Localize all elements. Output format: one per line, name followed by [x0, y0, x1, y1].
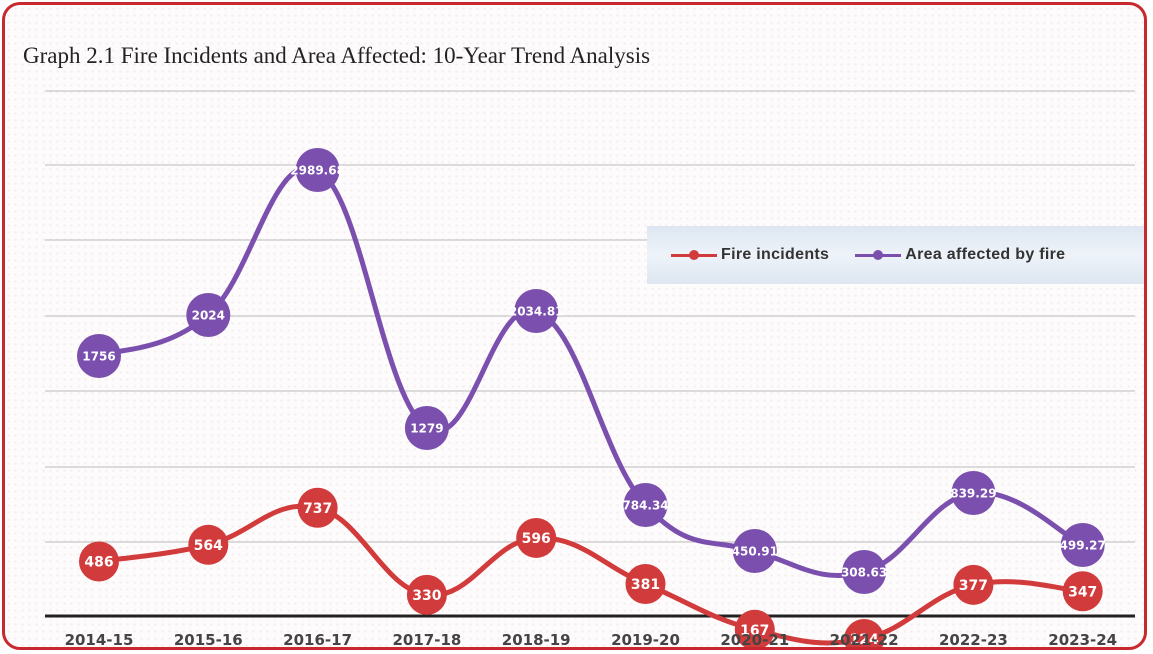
fire-data-point — [953, 564, 994, 605]
fire-data-point — [844, 618, 885, 647]
x-tick-label: 2018-19 — [502, 631, 571, 649]
area-data-label: 2989.68 — [290, 163, 345, 177]
fire-data-label: 486 — [84, 555, 113, 571]
x-tick-label: 2014-15 — [65, 631, 134, 649]
legend: Fire incidents Area affected by fire — [647, 226, 1144, 284]
fire-data-label: 377 — [959, 578, 988, 594]
fire-data-label: 167 — [740, 623, 769, 639]
fire-data-point — [79, 541, 119, 582]
fire-data-point — [188, 524, 229, 565]
area-data-label: 499.27 — [1060, 538, 1106, 552]
legend-swatch-area — [855, 248, 902, 262]
x-tick-label: 2019-20 — [611, 631, 680, 649]
area-data-point — [514, 289, 559, 333]
chart-title: Graph 2.1 Fire Incidents and Area Affect… — [23, 43, 651, 68]
area-data-point — [842, 550, 887, 594]
fire-data-label: 596 — [522, 531, 551, 547]
legend-item-area: Area affected by fire — [855, 246, 1065, 264]
x-tick-label: 2022-23 — [939, 631, 1008, 649]
area-data-point — [186, 293, 231, 337]
fire-data-label: 347 — [1068, 584, 1097, 600]
x-tick-label: 2016-17 — [283, 631, 352, 649]
fire-data-label: 381 — [631, 577, 660, 593]
area-data-label: 2034.81 — [509, 304, 564, 318]
fire-data-point — [734, 609, 775, 647]
fire-data-point — [516, 517, 557, 558]
area-data-label: 1279 — [410, 421, 443, 435]
area-data-point — [77, 334, 121, 378]
fire-data-label: 737 — [303, 501, 332, 517]
legend-label-fire: Fire incidents — [721, 246, 830, 263]
fire-data-point — [406, 574, 447, 615]
legend-swatch-fire — [671, 248, 717, 262]
area-data-point — [951, 471, 996, 515]
area-data-point — [1060, 523, 1105, 567]
fire-data-point — [625, 563, 666, 604]
legend-label-area: Area affected by fire — [905, 246, 1066, 263]
data-markers: 1756 2024 2989.68 1279 2034.81 784.34 450.91 30… — [77, 148, 1106, 648]
x-tick-label: 2023-24 — [1048, 631, 1117, 649]
area-data-label: 308.63 — [841, 565, 887, 579]
fire-data-label: 564 — [194, 538, 223, 554]
x-tick-label: 2020-21 — [720, 631, 789, 649]
fire-data-point — [1062, 571, 1103, 612]
area-data-label: 1756 — [82, 349, 115, 363]
legend-item-fire: Fire incidents — [671, 246, 829, 264]
x-tick-label: 2015-16 — [174, 631, 243, 649]
area-data-point — [732, 529, 777, 573]
x-axis-ticks: 2014-15 2015-16 2016-17 2017-18 2018-19 2019-… — [65, 631, 1118, 649]
fire-data-label: 330 — [412, 588, 441, 604]
fire-series-line — [96, 503, 1086, 646]
area-data-point — [295, 148, 340, 192]
line-chart: 1756 2024 2989.68 1279 2034.81 784.34 450.91 30… — [45, 90, 1135, 649]
area-data-point — [404, 406, 449, 450]
fire-data-point — [297, 487, 338, 528]
area-data-point — [623, 483, 668, 527]
area-data-label: 784.34 — [622, 498, 668, 512]
area-data-label: 2024 — [192, 308, 225, 322]
area-data-label: 450.91 — [732, 544, 778, 558]
x-tick-label: 2021-22 — [830, 631, 899, 649]
area-data-label: 839.29 — [950, 486, 996, 500]
fire-data-label: 124 — [849, 632, 878, 648]
x-tick-label: 2017-18 — [392, 631, 461, 649]
